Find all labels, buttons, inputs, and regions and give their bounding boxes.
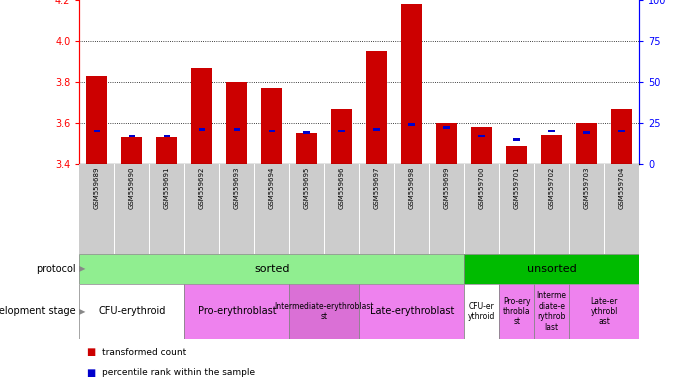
Bar	[261, 88, 283, 164]
Bar	[129, 135, 135, 137]
Bar	[296, 133, 317, 164]
Text: GSM559689: GSM559689	[94, 167, 100, 209]
Text: unsorted: unsorted	[527, 264, 576, 274]
Text: GSM559690: GSM559690	[129, 167, 135, 209]
Bar	[576, 123, 597, 164]
Text: GSM559691: GSM559691	[164, 167, 170, 209]
FancyBboxPatch shape	[499, 284, 534, 339]
Bar	[269, 130, 275, 132]
Bar	[227, 82, 247, 164]
Text: transformed count: transformed count	[102, 348, 186, 357]
FancyBboxPatch shape	[79, 254, 464, 284]
Bar	[471, 127, 492, 164]
Bar	[541, 135, 562, 164]
Bar	[478, 135, 485, 137]
Bar	[408, 123, 415, 126]
Bar	[513, 138, 520, 141]
Text: GSM559702: GSM559702	[549, 167, 555, 209]
Bar	[618, 130, 625, 132]
FancyBboxPatch shape	[184, 284, 290, 339]
Text: ▶: ▶	[79, 307, 86, 316]
Text: GSM559699: GSM559699	[444, 167, 450, 209]
FancyBboxPatch shape	[79, 284, 184, 339]
Text: Pro-erythroblast: Pro-erythroblast	[198, 306, 276, 316]
Bar	[611, 109, 632, 164]
Bar	[444, 126, 450, 129]
Bar	[164, 135, 170, 137]
FancyBboxPatch shape	[569, 284, 639, 339]
Text: development stage: development stage	[0, 306, 76, 316]
Text: GSM559695: GSM559695	[304, 167, 310, 209]
Text: GSM559692: GSM559692	[199, 167, 205, 209]
Text: protocol: protocol	[37, 264, 76, 274]
FancyBboxPatch shape	[290, 284, 359, 339]
Bar	[549, 130, 555, 132]
Bar	[303, 131, 310, 134]
Bar	[234, 128, 240, 131]
Bar	[93, 130, 100, 132]
FancyBboxPatch shape	[464, 284, 499, 339]
FancyBboxPatch shape	[79, 164, 639, 254]
Bar	[331, 109, 352, 164]
Bar	[401, 4, 422, 164]
Text: GSM559700: GSM559700	[479, 167, 485, 209]
Bar	[373, 128, 380, 131]
FancyBboxPatch shape	[359, 284, 464, 339]
Text: ■: ■	[86, 348, 95, 358]
Text: Pro-ery
throbla
st: Pro-ery throbla st	[503, 296, 531, 326]
Text: Interme
diate-e
rythrob
last: Interme diate-e rythrob last	[537, 291, 567, 332]
Text: ▶: ▶	[79, 265, 86, 273]
Bar	[156, 137, 178, 164]
Text: GSM559696: GSM559696	[339, 167, 345, 209]
Bar	[191, 68, 212, 164]
Text: GSM559697: GSM559697	[374, 167, 380, 209]
Bar	[366, 51, 387, 164]
FancyBboxPatch shape	[464, 254, 639, 284]
Bar	[122, 137, 142, 164]
Bar	[583, 131, 590, 134]
Text: GSM559698: GSM559698	[409, 167, 415, 209]
Bar	[507, 146, 527, 164]
Text: GSM559704: GSM559704	[618, 167, 625, 209]
FancyBboxPatch shape	[534, 284, 569, 339]
Text: sorted: sorted	[254, 264, 290, 274]
Text: Late-er
ythrobl
ast: Late-er ythrobl ast	[591, 296, 618, 326]
Bar	[436, 123, 457, 164]
Bar	[198, 128, 205, 131]
Text: percentile rank within the sample: percentile rank within the sample	[102, 368, 255, 377]
Bar	[339, 130, 346, 132]
Text: GSM559693: GSM559693	[234, 167, 240, 209]
Bar	[86, 76, 107, 164]
Text: GSM559701: GSM559701	[513, 167, 520, 209]
Text: ■: ■	[86, 368, 95, 378]
Text: Late-erythroblast: Late-erythroblast	[370, 306, 454, 316]
Text: CFU-er
ythroid: CFU-er ythroid	[468, 302, 495, 321]
Text: GSM559703: GSM559703	[584, 167, 589, 209]
Text: GSM559694: GSM559694	[269, 167, 275, 209]
Text: CFU-erythroid: CFU-erythroid	[98, 306, 166, 316]
Text: Intermediate-erythroblast
st: Intermediate-erythroblast st	[274, 302, 374, 321]
